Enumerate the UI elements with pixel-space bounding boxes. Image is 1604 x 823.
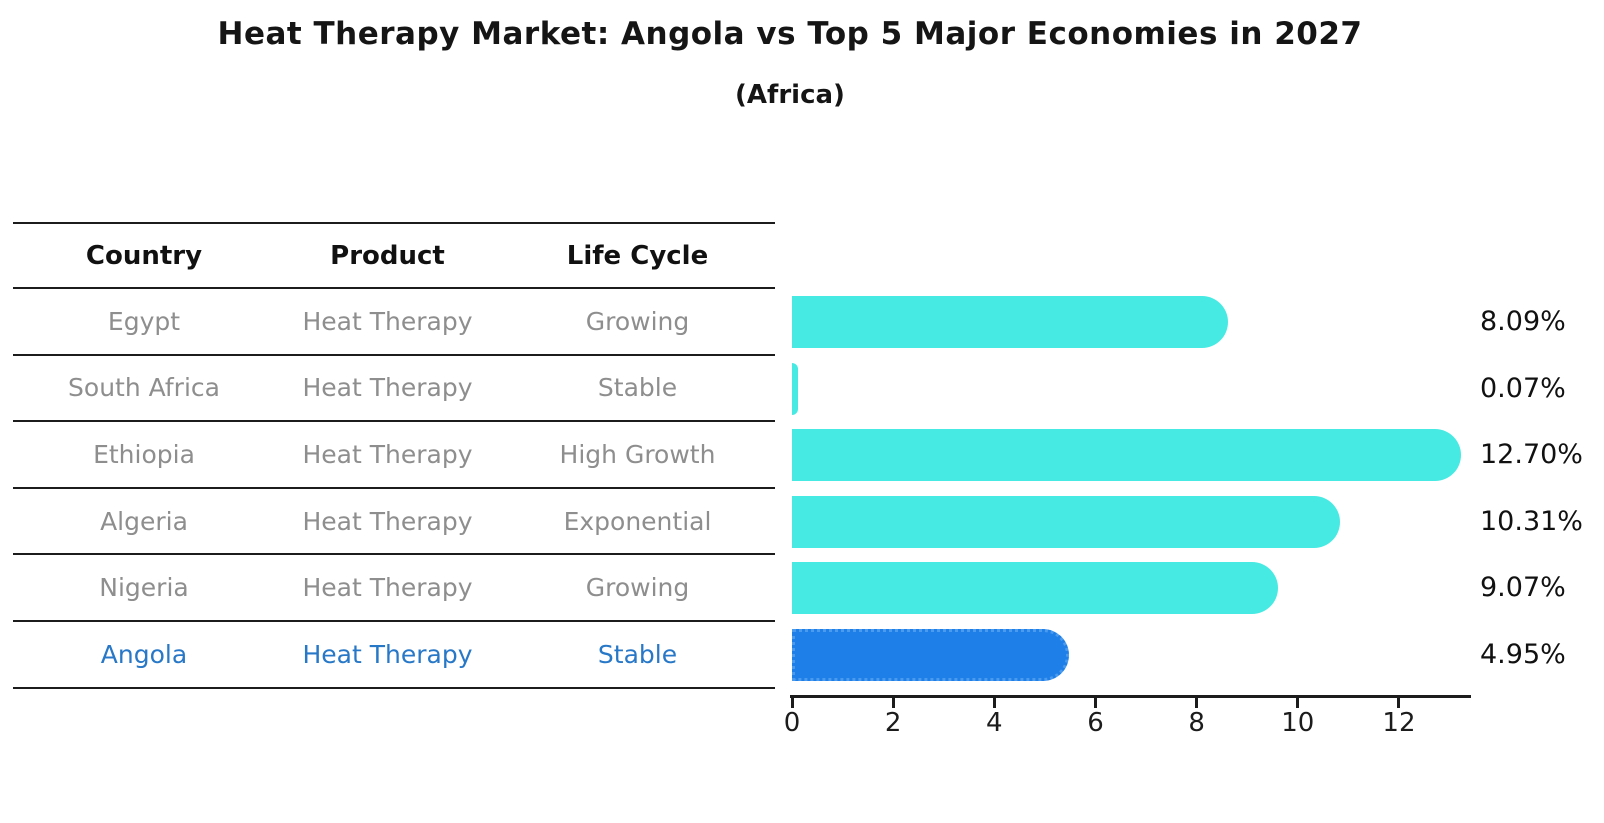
x-tick-label: 0 xyxy=(783,708,801,738)
bar-value-label: 10.31% xyxy=(1480,505,1583,537)
x-tick-mark xyxy=(992,698,996,708)
x-axis-spine xyxy=(790,695,1471,698)
x-tick-mark xyxy=(1296,698,1300,708)
table-cell: Heat Therapy xyxy=(302,639,473,669)
x-tick-label: 8 xyxy=(1188,708,1205,738)
x-tick-mark xyxy=(1195,698,1199,708)
table-row: South Africa Heat Therapy Stable xyxy=(13,356,775,423)
table-row: Nigeria Heat Therapy Growing xyxy=(13,555,775,622)
table-cell: Growing xyxy=(585,573,690,603)
bar-highlight-angola xyxy=(792,629,1070,681)
table-cell: Exponential xyxy=(563,506,712,536)
table-cell: Heat Therapy xyxy=(302,306,473,336)
table-cell: Growing xyxy=(585,306,690,336)
table-row: Ethiopia Heat Therapy High Growth xyxy=(13,422,775,489)
table-cell: Ethiopia xyxy=(93,439,195,469)
bar-value-label: 4.95% xyxy=(1480,639,1566,670)
bar-value-label: 8.09% xyxy=(1480,306,1566,337)
table-cell: Stable xyxy=(597,639,678,669)
table-cell: Heat Therapy xyxy=(302,506,473,536)
table-row: Egypt Heat Therapy Growing xyxy=(13,289,775,356)
table-cell: Heat Therapy xyxy=(302,439,473,469)
x-tick-label: 6 xyxy=(1087,708,1104,738)
bar-value-label: 12.70% xyxy=(1480,439,1583,471)
table-cell: South Africa xyxy=(68,373,220,403)
x-tick-mark xyxy=(1397,698,1401,708)
x-tick-mark xyxy=(790,698,794,708)
table-cell: Heat Therapy xyxy=(302,373,473,403)
table-cell: Nigeria xyxy=(99,573,189,603)
bar xyxy=(792,362,798,415)
table-cell: High Growth xyxy=(559,439,716,469)
column-header: Product xyxy=(330,240,445,271)
table-header-row: Country Product Life Cycle xyxy=(13,222,775,289)
bar xyxy=(792,495,1341,548)
country-table: Country Product Life Cycle Egypt Heat Therap… xyxy=(13,222,775,689)
table-row: Algeria Heat Therapy Exponential xyxy=(13,489,775,556)
x-tick-label: 10 xyxy=(1281,708,1315,738)
table-cell: Egypt xyxy=(107,306,181,336)
column-header: Country xyxy=(85,240,203,271)
table-cell: Angola xyxy=(100,639,188,669)
x-tick-mark xyxy=(891,698,895,708)
column-header: Life Cycle xyxy=(566,240,709,271)
x-tick-mark xyxy=(1093,698,1097,708)
table-row: Angola Heat Therapy Stable xyxy=(13,622,775,689)
bar xyxy=(792,296,1229,348)
bar xyxy=(792,429,1462,482)
x-tick-label: 12 xyxy=(1382,708,1416,738)
table-cell: Algeria xyxy=(100,506,188,536)
chart-subtitle: (Africa) xyxy=(735,80,845,110)
bar-value-label: 9.07% xyxy=(1480,572,1566,604)
x-tick-label: 4 xyxy=(986,708,1003,738)
chart-title: Heat Therapy Market: Angola vs Top 5 Maj… xyxy=(217,16,1363,52)
bar-value-label: 0.07% xyxy=(1480,372,1566,404)
bar xyxy=(792,562,1278,615)
table-cell: Stable xyxy=(597,373,678,403)
x-tick-label: 2 xyxy=(884,708,902,738)
table-cell: Heat Therapy xyxy=(302,573,473,603)
